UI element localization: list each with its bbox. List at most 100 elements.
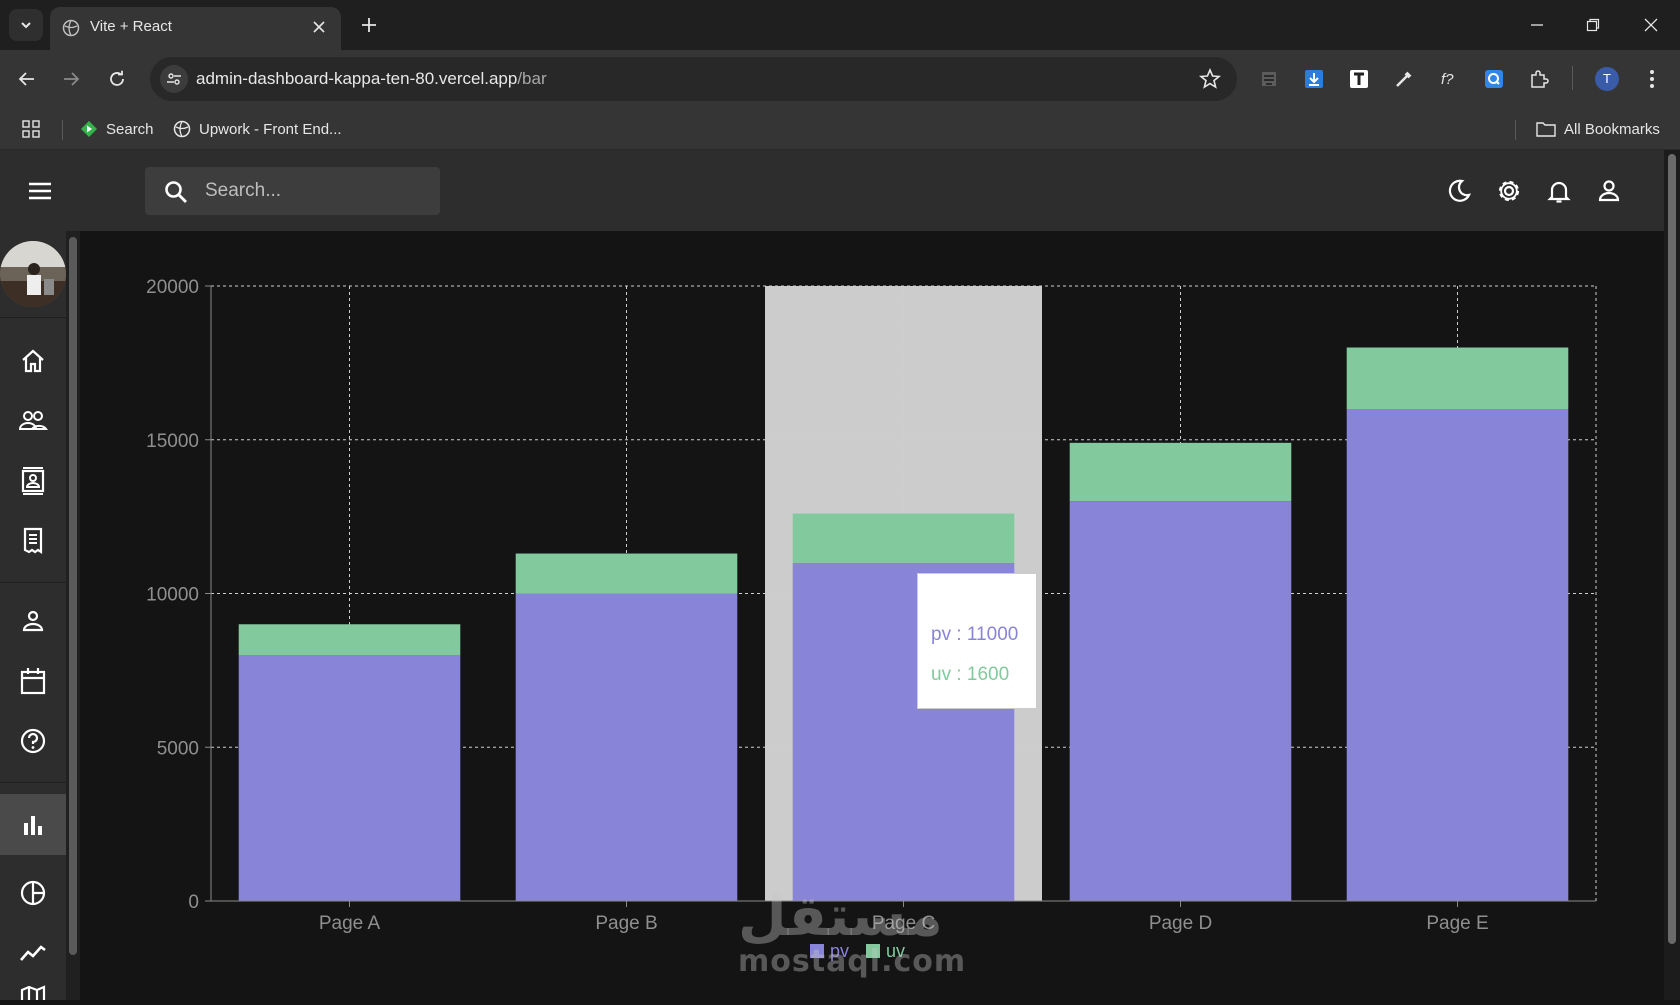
tab-search-button[interactable]	[9, 9, 43, 41]
chart-tooltip: pv : 11000 uv : 1600	[917, 573, 1037, 709]
search-input[interactable]	[205, 175, 425, 207]
sidebar-item-bar-chart[interactable]	[0, 794, 66, 855]
sidebar-item-invoices[interactable]	[0, 513, 66, 569]
all-bookmarks-button[interactable]: All Bookmarks	[1536, 108, 1660, 150]
tab-close-button[interactable]	[308, 16, 330, 38]
profile-avatar[interactable]: T	[1593, 65, 1621, 93]
bookmark-star-icon[interactable]	[1198, 67, 1222, 91]
restore-button[interactable]	[1578, 10, 1608, 40]
globe-icon	[173, 120, 191, 138]
close-icon	[313, 21, 325, 33]
app-topbar	[0, 150, 1664, 231]
extension-q-icon[interactable]	[1480, 65, 1508, 93]
sidebar-scrollbar[interactable]	[66, 231, 80, 1000]
bookmarks-divider	[1515, 120, 1516, 140]
bookmark-upwork[interactable]: Upwork - Front End...	[173, 108, 342, 150]
legend-label: pv	[830, 941, 849, 961]
bar-chart-icon	[24, 815, 42, 835]
geography-icon	[20, 985, 46, 1000]
bar-uv	[792, 513, 1015, 563]
address-bar[interactable]: admin-dashboard-kappa-ten-80.vercel.app/…	[150, 57, 1237, 101]
extension-download-icon[interactable]	[1300, 65, 1328, 93]
extensions-puzzle-icon[interactable]	[1525, 65, 1553, 93]
bar-uv	[1346, 347, 1569, 409]
svg-text:f?: f?	[1441, 71, 1454, 88]
sidebar-divider	[0, 582, 66, 583]
extension-font-icon[interactable]: f?	[1435, 65, 1463, 93]
tooltip-uv: uv : 1600	[931, 664, 1010, 685]
account-icon	[1598, 180, 1620, 202]
minimize-button[interactable]	[1522, 10, 1552, 40]
sidebar-item-faq[interactable]	[0, 713, 66, 769]
url-path: /bar	[517, 69, 547, 88]
invoices-icon	[23, 527, 43, 555]
globe-icon	[62, 19, 80, 37]
contacts-icon	[21, 467, 45, 495]
extension-spy-icon[interactable]	[1255, 65, 1283, 93]
sidebar-toggle-button[interactable]	[22, 174, 58, 208]
notifications-icon	[1547, 181, 1571, 203]
x-tick-label: Page B	[595, 913, 657, 934]
toolbar-divider	[1572, 66, 1573, 90]
sidebar-item-calendar[interactable]	[0, 653, 66, 709]
restore-icon	[1586, 18, 1600, 32]
sidebar-item-team[interactable]	[0, 393, 66, 449]
forward-button[interactable]	[56, 64, 86, 94]
bookmark-search[interactable]: Search	[80, 108, 154, 150]
chart-container: 20000 15000 10000 5000 0 Page A Page B Page C Pa…	[80, 231, 1664, 1000]
pie-chart-icon	[20, 880, 46, 906]
bar-pv	[1069, 501, 1292, 901]
team-icon	[18, 411, 48, 430]
notifications-button[interactable]	[1541, 173, 1577, 209]
browser-tab[interactable]: Vite + React	[50, 7, 341, 50]
sidebar-item-pie-chart[interactable]	[0, 865, 66, 921]
tune-icon	[167, 73, 181, 85]
sidebar-item-profile-form[interactable]	[0, 593, 66, 649]
line-chart-icon	[20, 945, 46, 961]
bookmarks-bar: Search Upwork - Front End... All Bookmar…	[0, 108, 1680, 150]
browser-menu-button[interactable]	[1638, 65, 1666, 93]
sidebar-divider	[0, 317, 66, 318]
bar-uv	[1069, 442, 1292, 502]
tab-title: Vite + React	[90, 18, 172, 35]
sidebar-scrollbar-thumb[interactable]	[69, 237, 77, 955]
sidebar-item-dashboard[interactable]	[0, 333, 66, 389]
sidebar-item-geography[interactable]	[0, 985, 66, 1000]
reload-button[interactable]	[102, 64, 132, 94]
arrow-right-icon	[64, 72, 80, 86]
dark-mode-toggle[interactable]	[1441, 173, 1477, 209]
extension-t-icon[interactable]	[1345, 65, 1373, 93]
extension-eyedropper-icon[interactable]	[1390, 65, 1418, 93]
settings-button[interactable]	[1491, 173, 1527, 209]
page-scrollbar[interactable]	[1664, 150, 1680, 1000]
avatar[interactable]	[0, 241, 66, 307]
search-bar	[145, 167, 440, 215]
all-bookmarks-label: All Bookmarks	[1564, 120, 1660, 138]
search-icon[interactable]	[163, 179, 189, 205]
browser-toolbar: admin-dashboard-kappa-ten-80.vercel.app/…	[0, 50, 1680, 108]
home-icon	[22, 349, 44, 373]
chevron-down-icon	[21, 22, 31, 29]
bar-pv	[238, 655, 461, 901]
back-button[interactable]	[12, 64, 42, 94]
faq-icon	[20, 728, 46, 754]
account-button[interactable]	[1591, 173, 1627, 209]
page-scrollbar-thumb[interactable]	[1668, 154, 1676, 944]
sidebar-divider	[0, 782, 66, 783]
y-tick-label: 20000	[146, 277, 199, 298]
profile-icon	[1595, 67, 1619, 91]
menu-icon	[29, 182, 51, 200]
sidebar-item-line-chart[interactable]	[0, 925, 66, 981]
browser-titlebar: Vite + React	[0, 0, 1680, 50]
new-tab-button[interactable]	[356, 12, 382, 38]
legend-label: uv	[886, 941, 905, 961]
y-tick-label: 0	[188, 892, 199, 913]
apps-button[interactable]	[22, 108, 40, 150]
apps-grid-icon	[22, 120, 40, 138]
close-window-button[interactable]	[1636, 10, 1666, 40]
sidebar-item-contacts[interactable]	[0, 453, 66, 509]
site-info-button[interactable]	[160, 65, 188, 93]
profile-icon	[22, 610, 44, 632]
more-vert-icon	[1650, 70, 1654, 88]
close-icon	[1644, 18, 1658, 32]
